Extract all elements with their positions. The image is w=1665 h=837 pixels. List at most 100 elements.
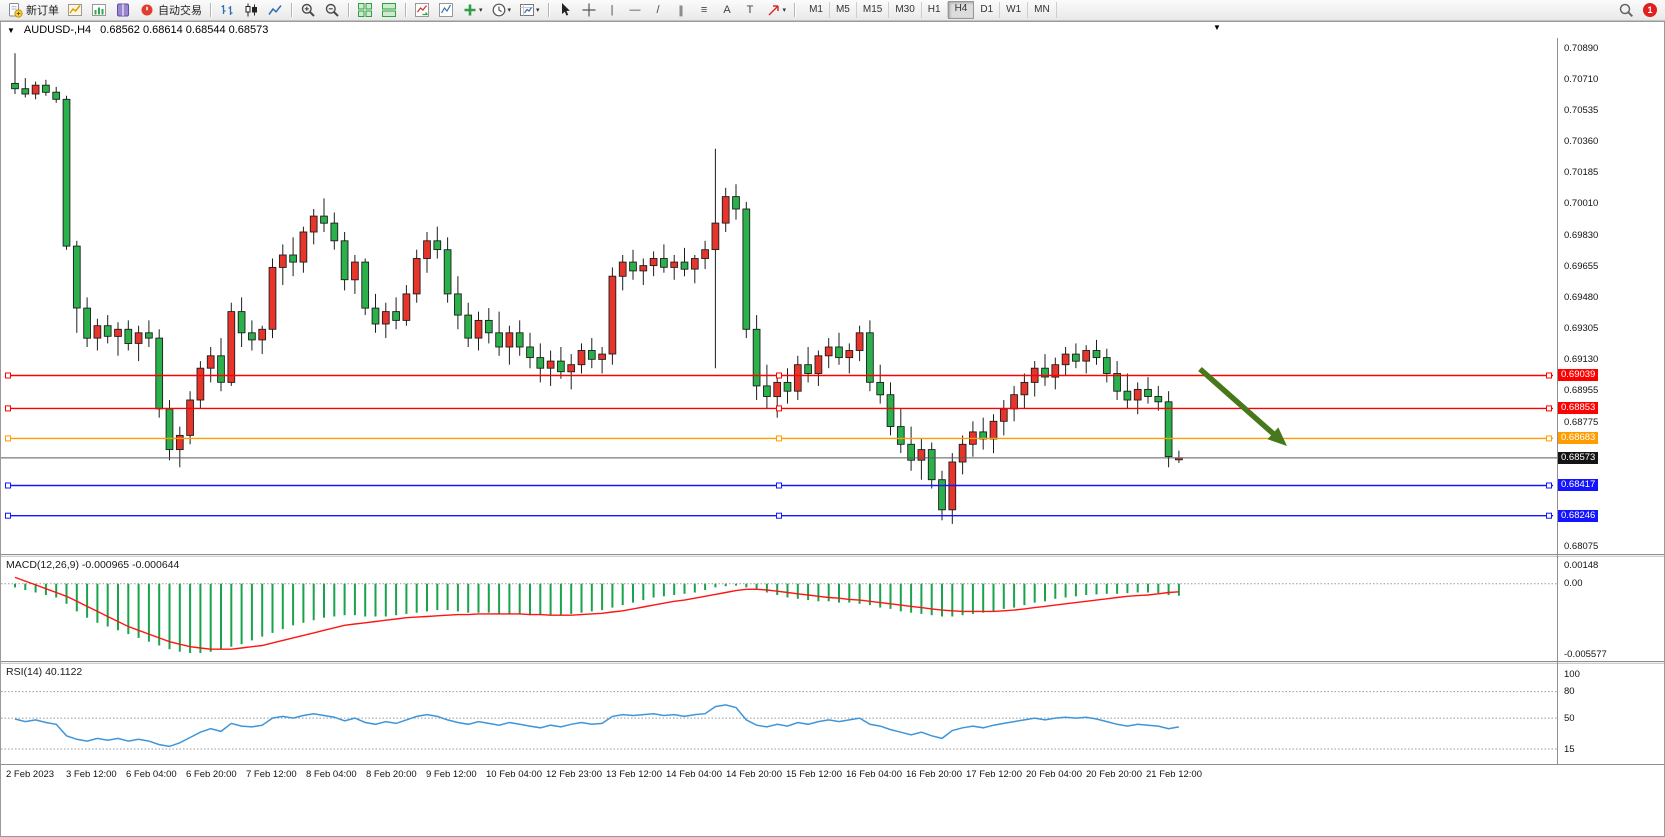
rsi-tick: 100 (1564, 669, 1580, 680)
time-tick: 20 Feb 04:00 (1026, 769, 1082, 780)
tile2-icon (381, 2, 397, 18)
line-chart-button[interactable] (263, 0, 287, 20)
time-tick: 14 Feb 04:00 (666, 769, 722, 780)
timeframe-h4[interactable]: H4 (947, 1, 975, 19)
candlestick-chart[interactable] (1, 39, 1557, 554)
data-window-icon-button[interactable] (87, 0, 111, 20)
indicator-list-button[interactable] (434, 0, 458, 20)
cascade-windows-button[interactable] (377, 0, 401, 20)
line-handle[interactable] (5, 372, 11, 379)
timeframe-mn[interactable]: MN (1028, 2, 1057, 18)
bear-candle (320, 215, 328, 224)
zoom-out-button[interactable] (320, 0, 344, 20)
channel-button[interactable]: ∥ (670, 0, 693, 20)
bear-candle (896, 426, 905, 445)
cursor-icon (557, 2, 573, 18)
macd-panel[interactable] (1, 557, 1557, 661)
timeframe-h1[interactable]: H1 (922, 2, 948, 18)
bull-candle (227, 311, 236, 383)
timeframe-w1[interactable]: W1 (1000, 2, 1029, 18)
line-handle[interactable] (776, 512, 782, 519)
line-handle[interactable] (5, 512, 11, 519)
line-handle[interactable] (5, 482, 11, 489)
bull-candle (721, 196, 730, 224)
horizontal-line-button[interactable]: — (624, 0, 647, 20)
bear-candle (42, 84, 50, 93)
notification-badge[interactable]: 1 (1643, 3, 1657, 17)
time-tick: 6 Feb 04:00 (126, 769, 177, 780)
line-handle[interactable] (1546, 372, 1552, 379)
trend-arrow-head[interactable] (1267, 427, 1288, 446)
line-handle[interactable] (1546, 405, 1552, 412)
price-tick: 0.69130 (1564, 354, 1599, 365)
bear-candle (72, 245, 81, 309)
line-handle[interactable] (1546, 512, 1552, 519)
indicators-button[interactable] (410, 0, 434, 20)
panel-separator[interactable] (1, 554, 1664, 557)
timeframe-m5[interactable]: M5 (830, 2, 857, 18)
collapse-arrow-icon[interactable]: ▼ (7, 25, 15, 35)
bear-candle (330, 222, 339, 242)
bull-candle (567, 364, 576, 373)
bear-candle (763, 385, 771, 397)
fibonacci-button[interactable]: ≡ (693, 0, 716, 20)
bar-chart-button[interactable] (215, 0, 239, 20)
market-watch-icon-button[interactable] (63, 0, 87, 20)
navigator-icon-button[interactable] (111, 0, 135, 20)
crosshair-button[interactable] (577, 0, 601, 20)
chart-settings-icon (519, 2, 535, 18)
vertical-line-button-glyph: | (610, 4, 614, 16)
bull-candle (989, 420, 998, 440)
bull-candle (1061, 353, 1070, 366)
line-handle[interactable] (1546, 435, 1552, 442)
line-handle[interactable] (776, 405, 782, 412)
timeframe-m1[interactable]: M1 (803, 2, 830, 18)
timeframe-m30[interactable]: M30 (889, 2, 922, 18)
bear-candle (1144, 388, 1152, 397)
price-tick: 0.68075 (1564, 541, 1599, 552)
bear-candle (752, 328, 761, 387)
timeframe-m15[interactable]: M15 (857, 2, 890, 18)
label-button[interactable]: T (739, 0, 762, 20)
new-order-button-label: 新订单 (26, 5, 59, 17)
toolbar-separator (405, 3, 406, 17)
line-handle[interactable] (776, 372, 782, 379)
tile-windows-button[interactable] (353, 0, 377, 20)
text-button[interactable]: A (716, 0, 739, 20)
price-tick: 0.69480 (1564, 292, 1599, 303)
bear-candle (587, 350, 596, 360)
panel-separator[interactable] (1, 661, 1664, 664)
timeframe-d1[interactable]: D1 (974, 2, 1001, 18)
trend-arrow-shaft[interactable] (1198, 366, 1275, 436)
bull-candle (206, 355, 215, 369)
bear-candle (732, 196, 740, 210)
line-handle[interactable] (1546, 482, 1552, 489)
rsi-panel[interactable] (1, 664, 1557, 763)
periods-button[interactable]: ▾ (487, 0, 516, 20)
trendline-button[interactable]: / (647, 0, 670, 20)
bear-candle (783, 381, 792, 392)
price-tick: 0.68775 (1564, 417, 1599, 428)
line-handle[interactable] (776, 435, 782, 442)
new-order-button[interactable]: 新订单 (3, 0, 63, 20)
line-handle[interactable] (5, 435, 11, 442)
add-indicator-button[interactable]: ▾ (458, 0, 487, 20)
arrows-button[interactable]: ▾ (762, 0, 791, 20)
bear-candle (1092, 350, 1101, 359)
line-handle[interactable] (5, 405, 11, 412)
channel-button-glyph: ∥ (678, 4, 684, 17)
auto-trading-button[interactable]: 自动交易 (135, 0, 206, 20)
templates-button[interactable]: ▾ (515, 0, 544, 20)
line-handle[interactable] (776, 482, 782, 489)
zoom-out-icon (324, 2, 340, 18)
candlestick-chart-button[interactable] (239, 0, 263, 20)
label-button-glyph: T (746, 4, 754, 16)
search-button[interactable] (1614, 0, 1638, 20)
bull-candle (1020, 381, 1029, 396)
chart-shift-marker-icon[interactable]: ▼ (1213, 23, 1221, 32)
bar-chart-icon (219, 2, 235, 18)
zoom-in-button[interactable] (296, 0, 320, 20)
bear-candle (217, 355, 225, 383)
vertical-line-button[interactable]: | (601, 0, 624, 20)
cursor-button[interactable] (553, 0, 577, 20)
